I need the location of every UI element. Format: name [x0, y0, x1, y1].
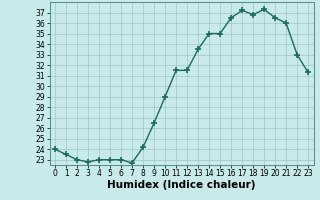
X-axis label: Humidex (Indice chaleur): Humidex (Indice chaleur) [107, 180, 256, 190]
